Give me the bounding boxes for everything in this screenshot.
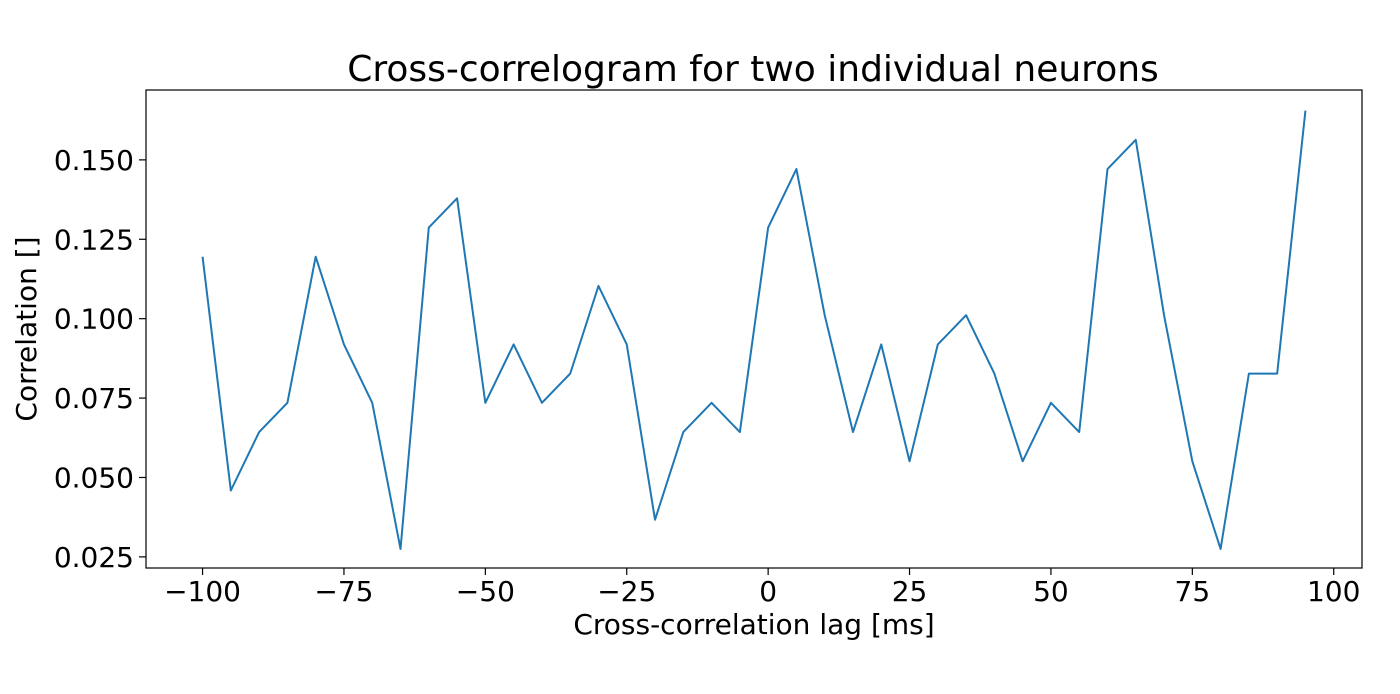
- x-axis-label: Cross-correlation lag [ms]: [573, 608, 934, 641]
- y-axis-ticks: 0.025 0.050 0.075 0.100 0.125 0.150: [54, 144, 146, 574]
- x-tick-label: −75: [314, 575, 373, 608]
- y-axis-label: Correlation []: [10, 236, 43, 421]
- y-tick-label: 0.025: [54, 541, 134, 574]
- x-tick-label: −25: [597, 575, 656, 608]
- chart-title: Cross-correlogram for two individual neu…: [347, 49, 1159, 90]
- plot-area: [203, 111, 1306, 549]
- x-tick-label: −100: [164, 575, 241, 608]
- x-tick-label: 0: [759, 575, 777, 608]
- series-line-0: [203, 111, 1306, 549]
- x-tick-label: −50: [456, 575, 515, 608]
- y-tick-label: 0.100: [54, 303, 134, 336]
- y-tick-label: 0.150: [54, 144, 134, 177]
- y-tick-label: 0.125: [54, 223, 134, 256]
- x-axis-ticks: −100 −75 −50 −25 0 25 50 75 100: [164, 568, 1360, 608]
- y-tick-label: 0.075: [54, 382, 134, 415]
- x-tick-label: 25: [892, 575, 928, 608]
- y-tick-label: 0.050: [54, 461, 134, 494]
- x-tick-label: 50: [1033, 575, 1069, 608]
- x-tick-label: 75: [1175, 575, 1211, 608]
- x-tick-label: 100: [1307, 575, 1360, 608]
